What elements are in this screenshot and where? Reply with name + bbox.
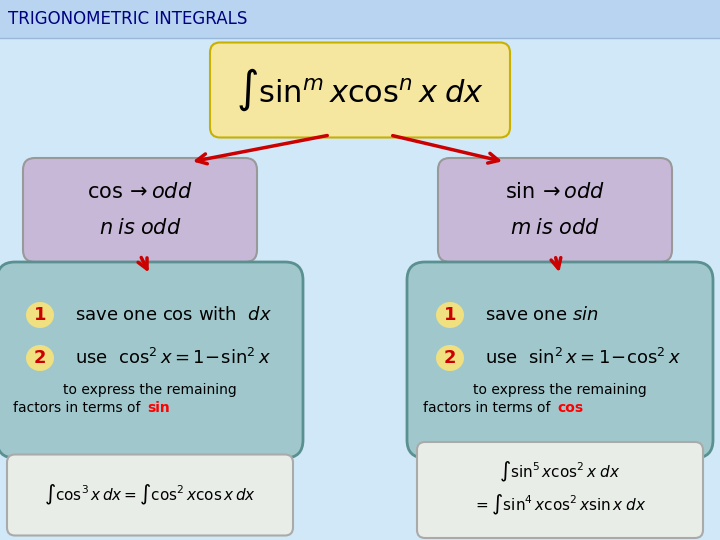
- Text: TRIGONOMETRIC INTEGRALS: TRIGONOMETRIC INTEGRALS: [8, 10, 248, 28]
- Text: 2: 2: [444, 349, 456, 367]
- Text: use  $\sin^{2} x = 1\!-\!\cos^{2} x$: use $\sin^{2} x = 1\!-\!\cos^{2} x$: [485, 348, 681, 368]
- Text: $\sin \rightarrow odd$: $\sin \rightarrow odd$: [505, 182, 605, 202]
- FancyBboxPatch shape: [0, 0, 720, 38]
- Ellipse shape: [26, 345, 54, 371]
- Text: $\int \sin^{m} x \cos^{n} x \; dx$: $\int \sin^{m} x \cos^{n} x \; dx$: [236, 67, 484, 113]
- Text: $= \int \sin^{4} x \cos^{2} x \sin x \; dx$: $= \int \sin^{4} x \cos^{2} x \sin x \; …: [473, 493, 647, 517]
- Text: $\int \sin^{5} x \cos^{2} x \; dx$: $\int \sin^{5} x \cos^{2} x \; dx$: [499, 460, 621, 484]
- Text: factors in terms of: factors in terms of: [423, 401, 555, 415]
- Text: to express the remaining: to express the remaining: [473, 383, 647, 397]
- Text: to express the remaining: to express the remaining: [63, 383, 237, 397]
- Text: use  $\cos^{2} x = 1\!-\!\sin^{2} x$: use $\cos^{2} x = 1\!-\!\sin^{2} x$: [75, 348, 271, 368]
- Text: sin: sin: [147, 401, 170, 415]
- Text: 1: 1: [444, 306, 456, 324]
- Ellipse shape: [436, 302, 464, 328]
- FancyBboxPatch shape: [0, 262, 303, 458]
- Text: $\cos \rightarrow odd$: $\cos \rightarrow odd$: [87, 182, 193, 202]
- FancyBboxPatch shape: [438, 158, 672, 262]
- Ellipse shape: [26, 302, 54, 328]
- Text: save one $sin$: save one $sin$: [485, 306, 598, 324]
- FancyBboxPatch shape: [417, 442, 703, 538]
- Text: 1: 1: [34, 306, 46, 324]
- Ellipse shape: [436, 345, 464, 371]
- Text: $n\; is\; odd$: $n\; is\; odd$: [99, 218, 181, 238]
- Text: factors in terms of: factors in terms of: [13, 401, 145, 415]
- FancyBboxPatch shape: [210, 43, 510, 138]
- Text: $\int \cos^{3} x\,dx = \int \cos^{2} x \cos x\,dx$: $\int \cos^{3} x\,dx = \int \cos^{2} x \…: [44, 483, 256, 507]
- FancyBboxPatch shape: [7, 455, 293, 536]
- Text: cos: cos: [557, 401, 583, 415]
- FancyBboxPatch shape: [407, 262, 713, 458]
- Text: save one cos with  $dx$: save one cos with $dx$: [75, 306, 272, 324]
- FancyBboxPatch shape: [23, 158, 257, 262]
- Text: $m\; is\; odd$: $m\; is\; odd$: [510, 218, 600, 238]
- Text: 2: 2: [34, 349, 46, 367]
